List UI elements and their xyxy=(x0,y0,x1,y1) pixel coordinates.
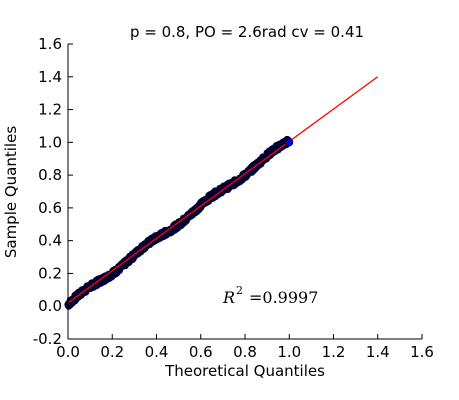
x-tick-label: 1.6 xyxy=(410,343,434,361)
x-tick-label: 0.2 xyxy=(100,343,124,361)
x-tick-label: 0.8 xyxy=(233,343,257,361)
chart-title: p = 0.8, PO = 2.6rad cv = 0.41 xyxy=(130,23,364,41)
y-tick-label: 1.2 xyxy=(38,101,62,119)
y-ticks: -0.2 0.0 0.2 0.4 0.6 0.8 1.0 1.2 1.4 1.6 xyxy=(33,35,73,348)
y-tick-label: 0.4 xyxy=(38,232,62,250)
x-tick-label: 0.6 xyxy=(189,343,213,361)
x-tick-label: 1.2 xyxy=(322,343,346,361)
fit-line xyxy=(67,76,379,304)
y-tick-label: -0.2 xyxy=(33,330,62,348)
r-squared-exponent: 2 xyxy=(236,284,243,297)
y-tick-label: 0.6 xyxy=(38,199,62,217)
x-tick-label: 1.0 xyxy=(277,343,301,361)
y-tick-label: 0.0 xyxy=(38,297,62,315)
axes xyxy=(67,44,422,340)
x-axis-label: Theoretical Quantiles xyxy=(164,362,325,380)
x-tick-label: 0.4 xyxy=(145,343,169,361)
r-squared-base: R xyxy=(222,288,235,307)
y-axis-label: Sample Quantiles xyxy=(2,126,20,258)
y-tick-label: 1.6 xyxy=(38,35,62,53)
r-squared-value: =0.9997 xyxy=(249,288,318,307)
y-tick-label: 0.8 xyxy=(38,166,62,184)
endpoint-marker xyxy=(285,138,294,147)
y-tick-label: 0.2 xyxy=(38,264,62,282)
plot-area xyxy=(64,76,379,310)
r-squared-annotation: R 2 =0.9997 xyxy=(222,284,318,307)
x-ticks: 0.0 0.2 0.4 0.6 0.8 1.0 1.2 1.4 1.6 xyxy=(56,334,434,361)
x-tick-label: 1.4 xyxy=(366,343,390,361)
y-tick-label: 1.0 xyxy=(38,133,62,151)
x-tick-label: 0.0 xyxy=(56,343,80,361)
y-tick-label: 1.4 xyxy=(38,68,62,86)
